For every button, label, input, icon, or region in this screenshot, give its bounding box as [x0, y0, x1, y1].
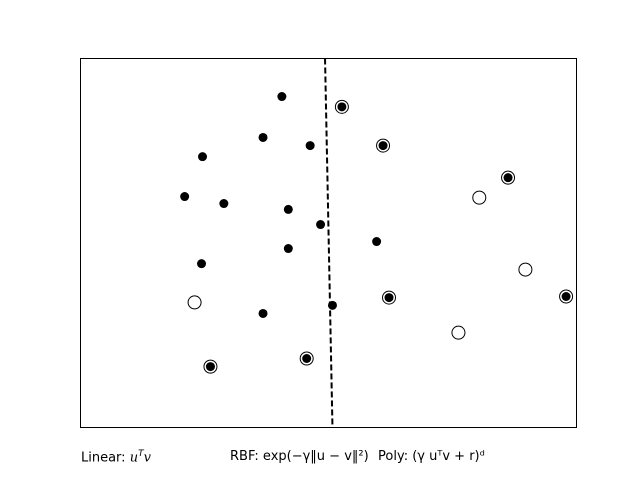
open-circle-point — [334, 99, 349, 114]
filled-point — [337, 102, 347, 112]
filled-point — [302, 353, 312, 363]
open-circle-point — [518, 262, 533, 277]
filled-point — [283, 204, 293, 214]
filled-point — [561, 292, 571, 302]
caption-linear-prefix: Linear: — [81, 450, 130, 466]
filled-point — [283, 244, 293, 254]
filled-point — [327, 300, 337, 310]
filled-point — [219, 199, 229, 209]
filled-point — [316, 220, 326, 230]
caption-linear: Linear: uTv — [81, 449, 151, 465]
data-points-layer — [180, 92, 574, 374]
filled-point — [503, 173, 513, 183]
open-circle-point — [376, 138, 391, 153]
open-circle-point — [559, 289, 574, 304]
filled-point — [258, 308, 268, 318]
filled-point — [197, 259, 207, 269]
filled-point — [258, 132, 268, 142]
caption-rbf: RBF: exp(−γ‖u − v‖²) — [230, 449, 369, 464]
filled-point — [198, 152, 208, 162]
open-circle-point — [299, 351, 314, 366]
open-circle-point — [501, 170, 516, 185]
open-circle-point — [187, 295, 202, 310]
caption-linear-v: v — [143, 450, 151, 466]
plot-frame — [80, 58, 577, 428]
caption-poly: Poly: (γ uᵀv + r)ᵈ — [378, 449, 485, 464]
filled-point — [305, 141, 315, 151]
filled-point — [277, 92, 287, 102]
filled-point — [372, 237, 382, 247]
caption-linear-u: u — [129, 450, 139, 466]
open-circle-point — [203, 359, 218, 374]
open-circle-point — [472, 190, 487, 205]
open-circle-point — [382, 290, 397, 305]
decision-boundary-layer — [324, 58, 334, 428]
filled-point — [180, 192, 190, 202]
filled-point — [378, 141, 388, 151]
caption-linear-sup: T — [138, 449, 144, 459]
open-circle-point — [451, 325, 466, 340]
filled-point — [205, 362, 215, 372]
decision-boundary-line — [324, 58, 334, 428]
filled-point — [384, 293, 394, 303]
